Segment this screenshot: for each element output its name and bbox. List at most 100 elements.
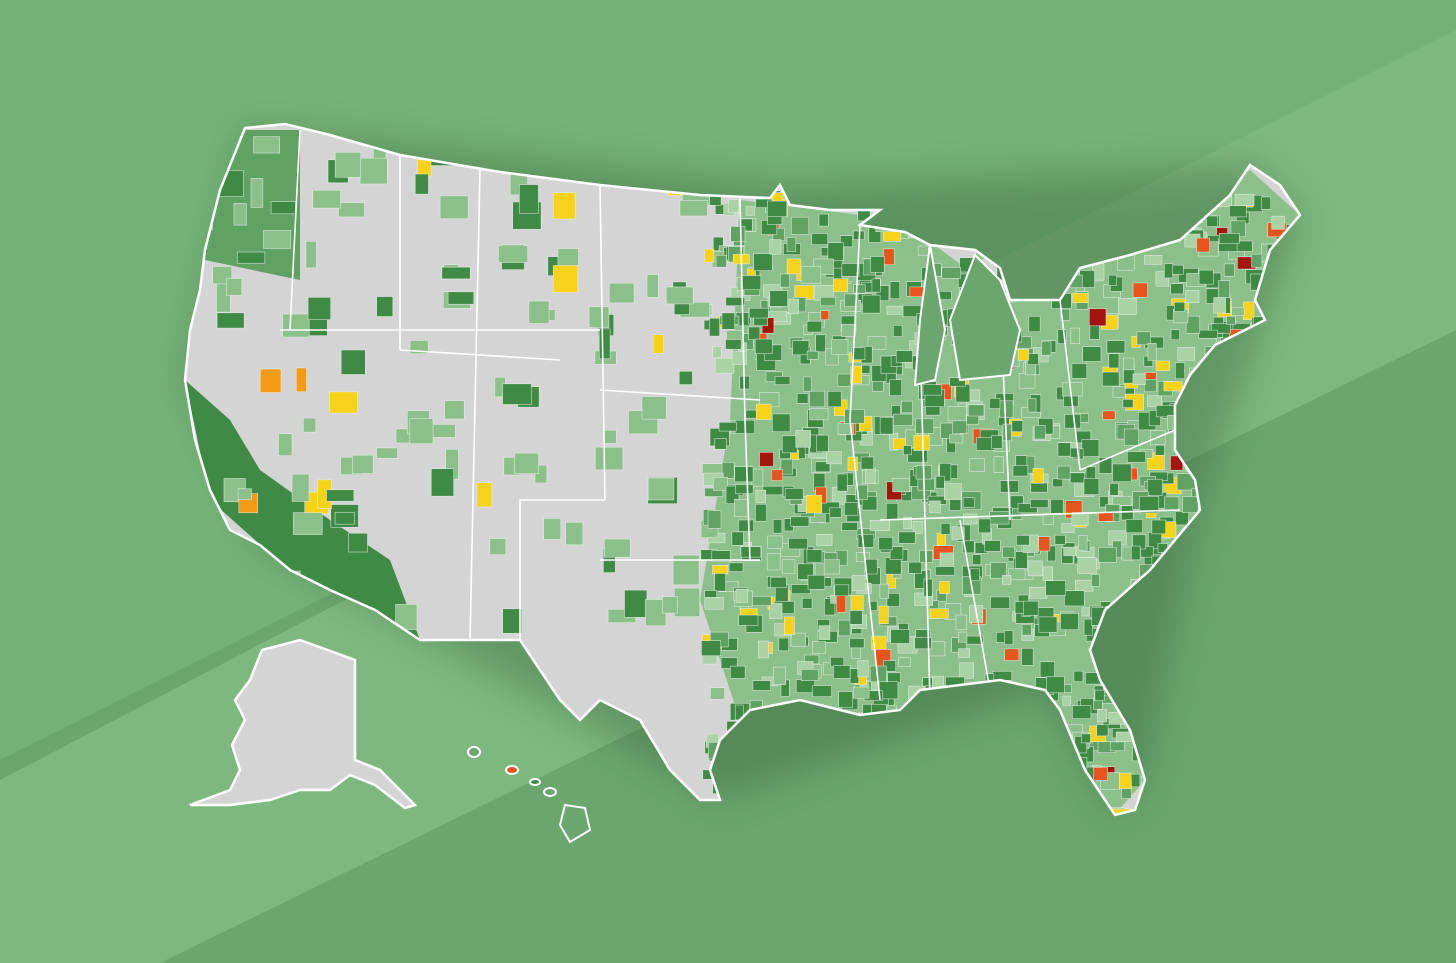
county-patch [940, 523, 951, 535]
county-patch [752, 680, 771, 691]
county-patch [1110, 741, 1125, 752]
county-patch [1098, 547, 1117, 563]
county-patch [939, 581, 950, 594]
county-patch [430, 468, 454, 497]
county-patch [889, 379, 902, 396]
county-patch [803, 376, 812, 392]
county-patch [903, 445, 912, 456]
county-patch [773, 666, 786, 685]
county-patch [1102, 371, 1120, 387]
county-patch [662, 596, 678, 614]
county-patch [890, 629, 910, 644]
county-patch [967, 404, 985, 417]
county-patch [1083, 618, 1093, 636]
county-patch [886, 305, 906, 315]
county-patch [791, 216, 810, 235]
county-patch [704, 248, 715, 263]
county-patch [444, 400, 465, 420]
county-patch [543, 518, 561, 540]
county-patch [1271, 215, 1285, 230]
county-patch [929, 641, 946, 657]
county-patch [779, 273, 790, 288]
county-patch [1126, 451, 1146, 463]
county-patch [844, 502, 859, 516]
county-patch [730, 665, 746, 679]
county-patch [721, 312, 735, 330]
county-patch [282, 313, 310, 338]
county-patch [296, 367, 307, 393]
county-patch [489, 538, 507, 555]
county-patch [1027, 353, 1039, 365]
county-patch [1016, 535, 1030, 546]
county-patch [1108, 274, 1117, 286]
county-patch [678, 371, 693, 385]
county-patch [1052, 478, 1064, 488]
county-patch [253, 136, 280, 154]
county-patch [884, 557, 902, 575]
county-patch [1012, 465, 1029, 477]
county-patch [711, 550, 731, 562]
county-patch [868, 600, 878, 611]
county-patch [714, 357, 735, 374]
county-patch [790, 516, 810, 527]
county-patch [1144, 379, 1157, 393]
county-patch [759, 452, 774, 467]
county-patch [771, 469, 783, 481]
county-patch [809, 408, 829, 421]
county-patch [709, 317, 720, 337]
county-patch [1234, 193, 1255, 206]
county-patch [745, 206, 755, 216]
county-patch [917, 245, 929, 256]
county-patch [270, 201, 296, 215]
county-patch [944, 483, 962, 500]
county-patch [958, 648, 970, 658]
county-patch [1102, 410, 1116, 420]
county-patch [908, 561, 922, 574]
county-patch [740, 275, 762, 290]
county-patch [1060, 308, 1071, 321]
county-patch [1075, 579, 1094, 592]
county-patch [1108, 353, 1120, 369]
county-patch [441, 266, 471, 280]
county-patch [1231, 306, 1245, 316]
county-patch [604, 430, 617, 444]
county-patch [816, 534, 833, 546]
county-patch [963, 513, 978, 525]
county-patch [1081, 439, 1100, 457]
us-outline [183, 122, 1302, 817]
county-patch [1041, 341, 1052, 356]
county-patch [941, 267, 962, 279]
county-patch [705, 597, 724, 610]
county-patch [834, 584, 850, 597]
county-patch [1109, 483, 1119, 496]
county-patch [769, 603, 783, 619]
county-patch [720, 657, 738, 669]
county-patch [679, 200, 708, 217]
county-patch [359, 157, 388, 185]
county-patch [824, 598, 836, 616]
county-patch [734, 498, 749, 517]
county-patch [1155, 360, 1170, 371]
county-patch [857, 660, 869, 678]
county-patch [1042, 566, 1054, 581]
county-patch [260, 368, 282, 393]
county-patch [1008, 568, 1026, 581]
county-patch [959, 662, 974, 679]
county-patch [831, 339, 849, 355]
county-patch [949, 377, 966, 387]
county-patch [869, 519, 891, 531]
county-patch [966, 415, 980, 425]
county-patch [898, 657, 911, 667]
county-patch [818, 625, 831, 640]
county-patch [755, 489, 766, 504]
county-patch [1211, 323, 1231, 334]
county-patch [278, 433, 293, 456]
county-patch [850, 365, 862, 384]
hawaii-island [529, 778, 541, 786]
county-patch [1119, 772, 1132, 789]
hawaii-island [467, 746, 481, 758]
county-patch [338, 202, 365, 218]
county-patch [1132, 373, 1146, 385]
